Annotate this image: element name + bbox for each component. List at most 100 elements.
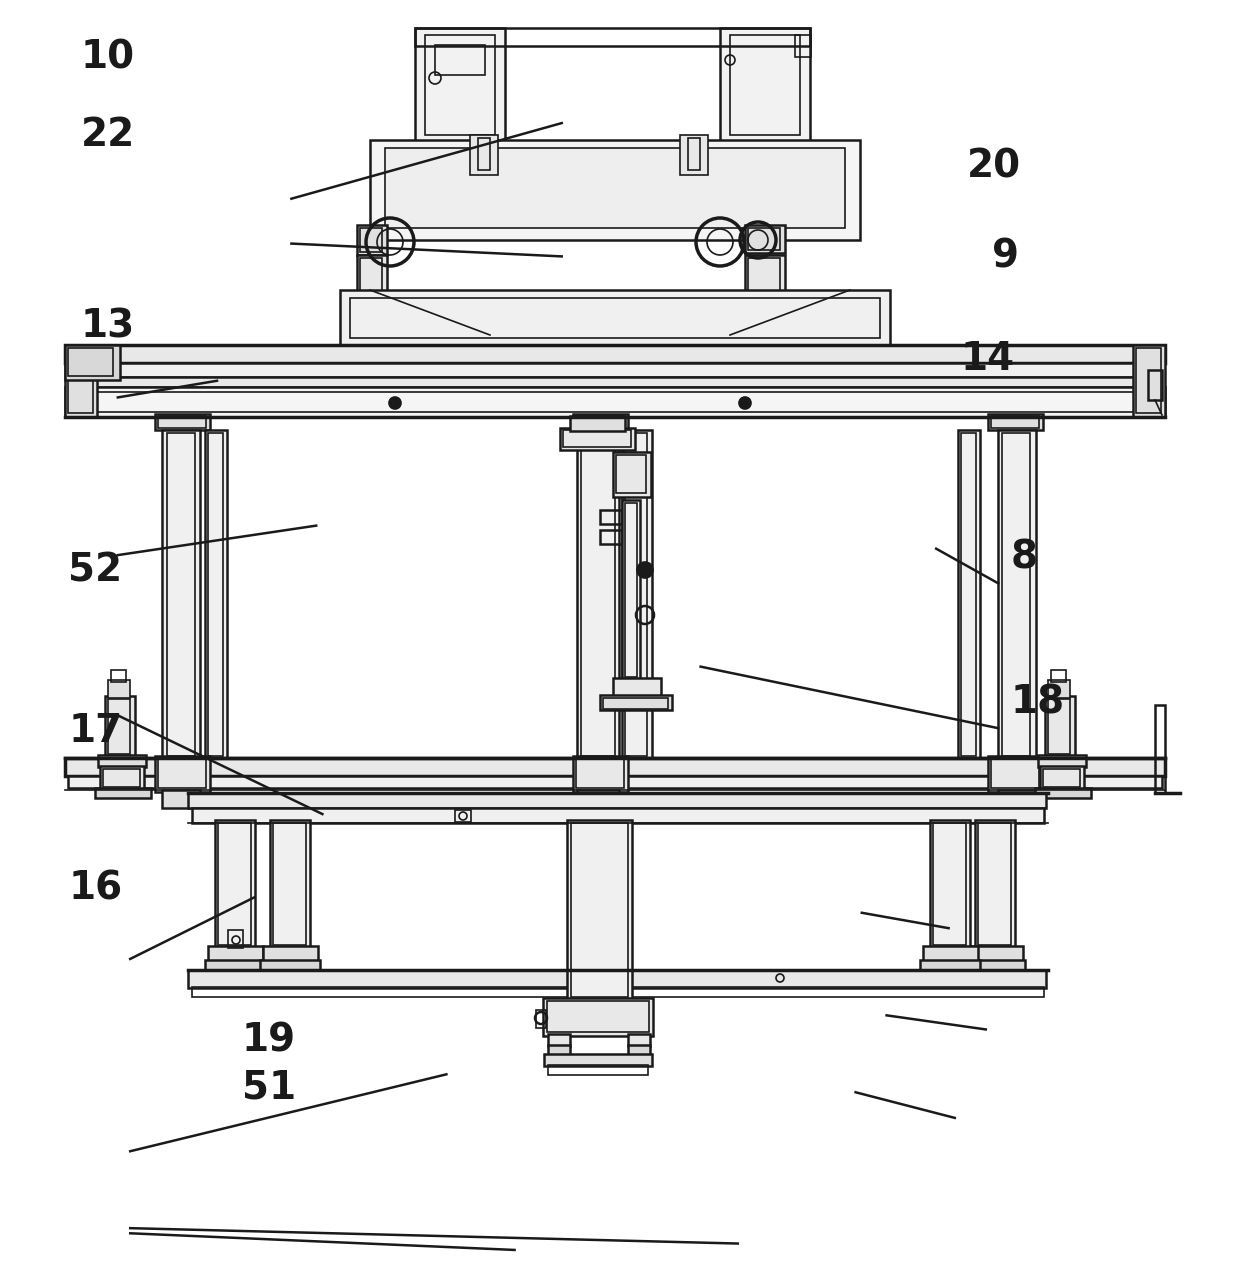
Bar (988, 414, 1043, 429)
Bar (360, 258, 382, 296)
Text: 9: 9 (992, 237, 1019, 276)
Bar (930, 820, 970, 947)
Text: 14: 14 (961, 340, 1016, 378)
Bar (72, 363, 1158, 377)
Bar (103, 769, 140, 787)
Bar (975, 820, 1016, 947)
Text: 17: 17 (68, 712, 123, 750)
Bar (208, 433, 223, 756)
Bar (616, 455, 646, 494)
Bar (72, 392, 1158, 412)
Text: 19: 19 (242, 1022, 296, 1060)
Bar (188, 970, 1047, 988)
Bar (991, 758, 1039, 788)
Bar (577, 415, 624, 428)
Bar (68, 776, 1162, 788)
Bar (340, 290, 890, 345)
Bar (988, 756, 1043, 792)
Bar (208, 946, 263, 962)
Bar (228, 929, 243, 947)
Bar (273, 823, 306, 945)
Bar (548, 1035, 570, 1046)
Bar (968, 946, 1023, 962)
Bar (260, 960, 320, 972)
Bar (218, 823, 250, 945)
Bar (470, 135, 498, 176)
Bar (1133, 345, 1166, 417)
Bar (162, 790, 200, 808)
Bar (64, 758, 1166, 776)
Bar (1048, 679, 1070, 697)
Bar (192, 808, 1044, 823)
Bar (600, 695, 672, 710)
Bar (350, 297, 880, 338)
Text: 13: 13 (81, 308, 135, 346)
Bar (108, 699, 130, 754)
Bar (1043, 769, 1080, 787)
Bar (544, 1054, 652, 1067)
Bar (68, 347, 93, 413)
Bar (536, 1010, 546, 1028)
Bar (959, 429, 980, 760)
Bar (577, 790, 619, 808)
Bar (560, 428, 635, 450)
Bar (991, 415, 1039, 428)
Bar (627, 1045, 650, 1055)
Bar (370, 140, 861, 240)
Bar (627, 1035, 650, 1046)
Bar (603, 697, 668, 709)
Bar (105, 696, 135, 758)
Bar (415, 28, 810, 46)
Bar (613, 453, 651, 497)
Bar (425, 35, 495, 135)
Bar (64, 387, 1166, 417)
Bar (720, 28, 810, 144)
Bar (577, 429, 619, 760)
Bar (680, 135, 708, 176)
Bar (167, 433, 195, 756)
Bar (548, 1065, 649, 1076)
Bar (64, 345, 97, 417)
Bar (155, 756, 210, 792)
Bar (625, 503, 637, 677)
Bar (573, 756, 627, 792)
Bar (270, 820, 310, 947)
Bar (730, 35, 800, 135)
Bar (570, 415, 625, 431)
Text: 16: 16 (68, 869, 123, 908)
Bar (745, 255, 785, 300)
Bar (357, 226, 387, 255)
Bar (100, 767, 144, 790)
Bar (1136, 347, 1161, 413)
Bar (600, 529, 622, 544)
Bar (64, 345, 1166, 363)
Bar (1154, 705, 1166, 794)
Bar (998, 790, 1035, 808)
Circle shape (637, 562, 653, 578)
Bar (543, 997, 653, 1036)
Bar (188, 794, 1047, 808)
Bar (547, 1001, 649, 1032)
Bar (582, 433, 615, 756)
Bar (357, 255, 387, 300)
Bar (108, 679, 130, 697)
Bar (548, 1045, 570, 1055)
Bar (923, 946, 978, 962)
Bar (622, 429, 652, 760)
Text: 20: 20 (967, 147, 1022, 186)
Bar (932, 823, 966, 945)
Bar (455, 810, 471, 822)
Bar (978, 823, 1011, 945)
Bar (748, 228, 780, 250)
Bar (1002, 433, 1030, 756)
Bar (688, 138, 701, 171)
Bar (795, 35, 811, 56)
Bar (570, 823, 627, 997)
Bar (567, 820, 632, 1000)
Bar (577, 758, 624, 788)
Bar (205, 429, 227, 760)
Bar (415, 28, 505, 144)
Bar (920, 960, 980, 972)
Bar (162, 429, 200, 760)
Bar (1038, 755, 1086, 767)
